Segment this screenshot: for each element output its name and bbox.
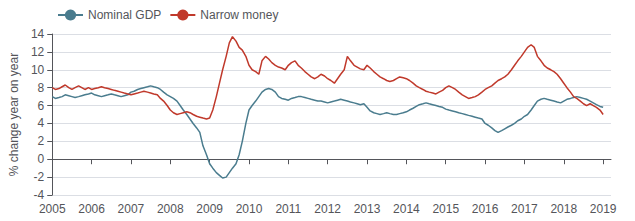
svg-text:2014: 2014 <box>393 202 420 216</box>
svg-text:-4: -4 <box>34 188 45 202</box>
svg-text:2: 2 <box>38 134 45 148</box>
svg-text:14: 14 <box>31 27 45 41</box>
svg-text:8: 8 <box>38 81 45 95</box>
svg-text:Narrow money: Narrow money <box>200 8 278 22</box>
svg-text:-2: -2 <box>34 170 45 184</box>
svg-text:2006: 2006 <box>78 202 105 216</box>
svg-text:Nominal GDP: Nominal GDP <box>88 8 161 22</box>
svg-text:2010: 2010 <box>236 202 263 216</box>
svg-text:6: 6 <box>38 99 45 113</box>
svg-text:0: 0 <box>38 152 45 166</box>
svg-text:2005: 2005 <box>39 202 66 216</box>
svg-text:2018: 2018 <box>550 202 577 216</box>
svg-text:2019: 2019 <box>590 202 617 216</box>
svg-text:4: 4 <box>38 116 45 130</box>
svg-text:10: 10 <box>31 63 45 77</box>
svg-text:2017: 2017 <box>511 202 538 216</box>
svg-text:12: 12 <box>31 45 45 59</box>
svg-text:2007: 2007 <box>118 202 145 216</box>
svg-text:2016: 2016 <box>472 202 499 216</box>
svg-text:2009: 2009 <box>196 202 223 216</box>
svg-text:2013: 2013 <box>354 202 381 216</box>
svg-text:2012: 2012 <box>314 202 341 216</box>
svg-text:2011: 2011 <box>275 202 301 216</box>
svg-text:2008: 2008 <box>157 202 184 216</box>
svg-text:2015: 2015 <box>432 202 459 216</box>
svg-text:% change year on year: % change year on year <box>7 53 21 176</box>
